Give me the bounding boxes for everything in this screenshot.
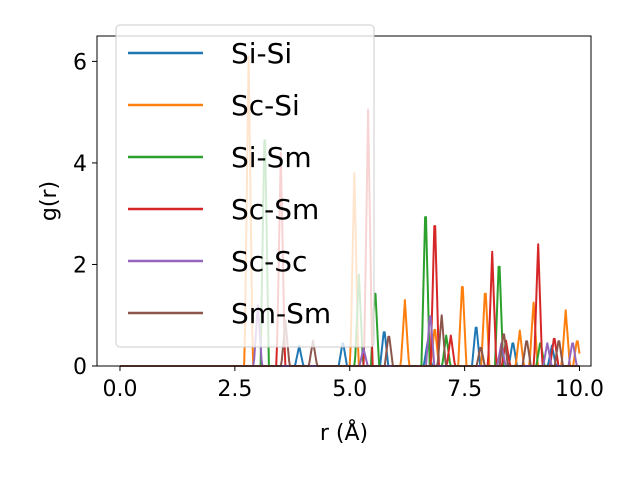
x-tick-label: 10.0 xyxy=(555,377,604,402)
x-axis-title: r (Å) xyxy=(320,419,368,446)
y-ticks: 0 2 4 6 xyxy=(73,50,97,380)
y-tick-label: 2 xyxy=(73,253,87,278)
legend-label-sc-si: Sc-Si xyxy=(231,89,300,122)
legend-label-sc-sc: Sc-Sc xyxy=(231,245,307,278)
x-tick-label: 0.0 xyxy=(102,377,137,402)
legend-label-si-si: Si-Si xyxy=(231,37,292,70)
legend-label-si-sm: Si-Sm xyxy=(231,141,312,174)
y-tick-label: 6 xyxy=(73,50,87,75)
x-tick-label: 2.5 xyxy=(217,377,252,402)
x-tick-label: 5.0 xyxy=(332,377,367,402)
y-tick-label: 4 xyxy=(73,152,87,177)
legend-label-sm-sm: Sm-Sm xyxy=(231,297,331,330)
legend-label-sc-sm: Sc-Sm xyxy=(231,193,319,226)
x-ticks: 0.0 2.5 5.0 7.5 10.0 xyxy=(102,366,604,402)
legend: Si-Si Sc-Si Si-Sm Sc-Sm Sc-Sc Sm-Sm xyxy=(115,24,375,348)
x-tick-label: 7.5 xyxy=(447,377,482,402)
y-axis-title: g(r) xyxy=(37,181,62,221)
y-tick-label: 0 xyxy=(73,355,87,380)
